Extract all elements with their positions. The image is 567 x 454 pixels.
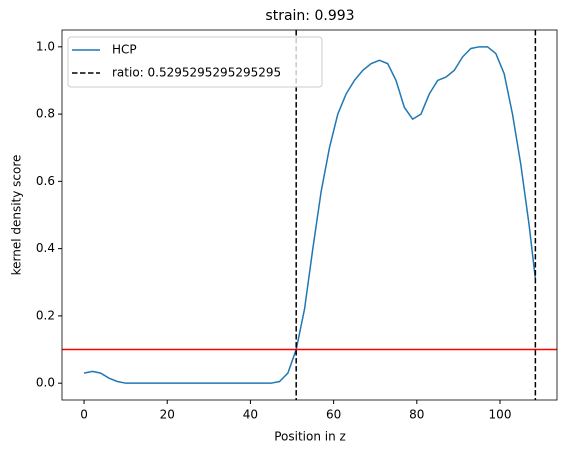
x-tick-label: 100 bbox=[489, 408, 512, 422]
data-line bbox=[83, 46, 537, 384]
x-tick-label: 80 bbox=[409, 408, 424, 422]
y-tick-label: 0.8 bbox=[36, 107, 55, 121]
y-tick-label: 0.2 bbox=[36, 308, 55, 322]
legend-label: HCP bbox=[112, 43, 137, 57]
y-tick-label: 1.0 bbox=[36, 39, 55, 53]
x-tick-label: 60 bbox=[326, 408, 341, 422]
x-tick-label: 20 bbox=[160, 408, 175, 422]
legend-box bbox=[67, 36, 323, 88]
x-tick-label: 0 bbox=[80, 408, 88, 422]
chart-title: strain: 0.993 bbox=[265, 8, 354, 24]
y-tick-label: 0.4 bbox=[36, 241, 55, 255]
x-tick-label: 40 bbox=[243, 408, 258, 422]
y-tick-label: 0.0 bbox=[36, 376, 55, 390]
x-axis-label: Position in z bbox=[274, 430, 346, 444]
y-tick-label: 0.6 bbox=[36, 174, 55, 188]
plot-frame bbox=[61, 29, 558, 401]
y-axis-label: kernel density score bbox=[10, 155, 24, 276]
legend-label: ratio: 0.5295295295295295 bbox=[112, 66, 281, 80]
